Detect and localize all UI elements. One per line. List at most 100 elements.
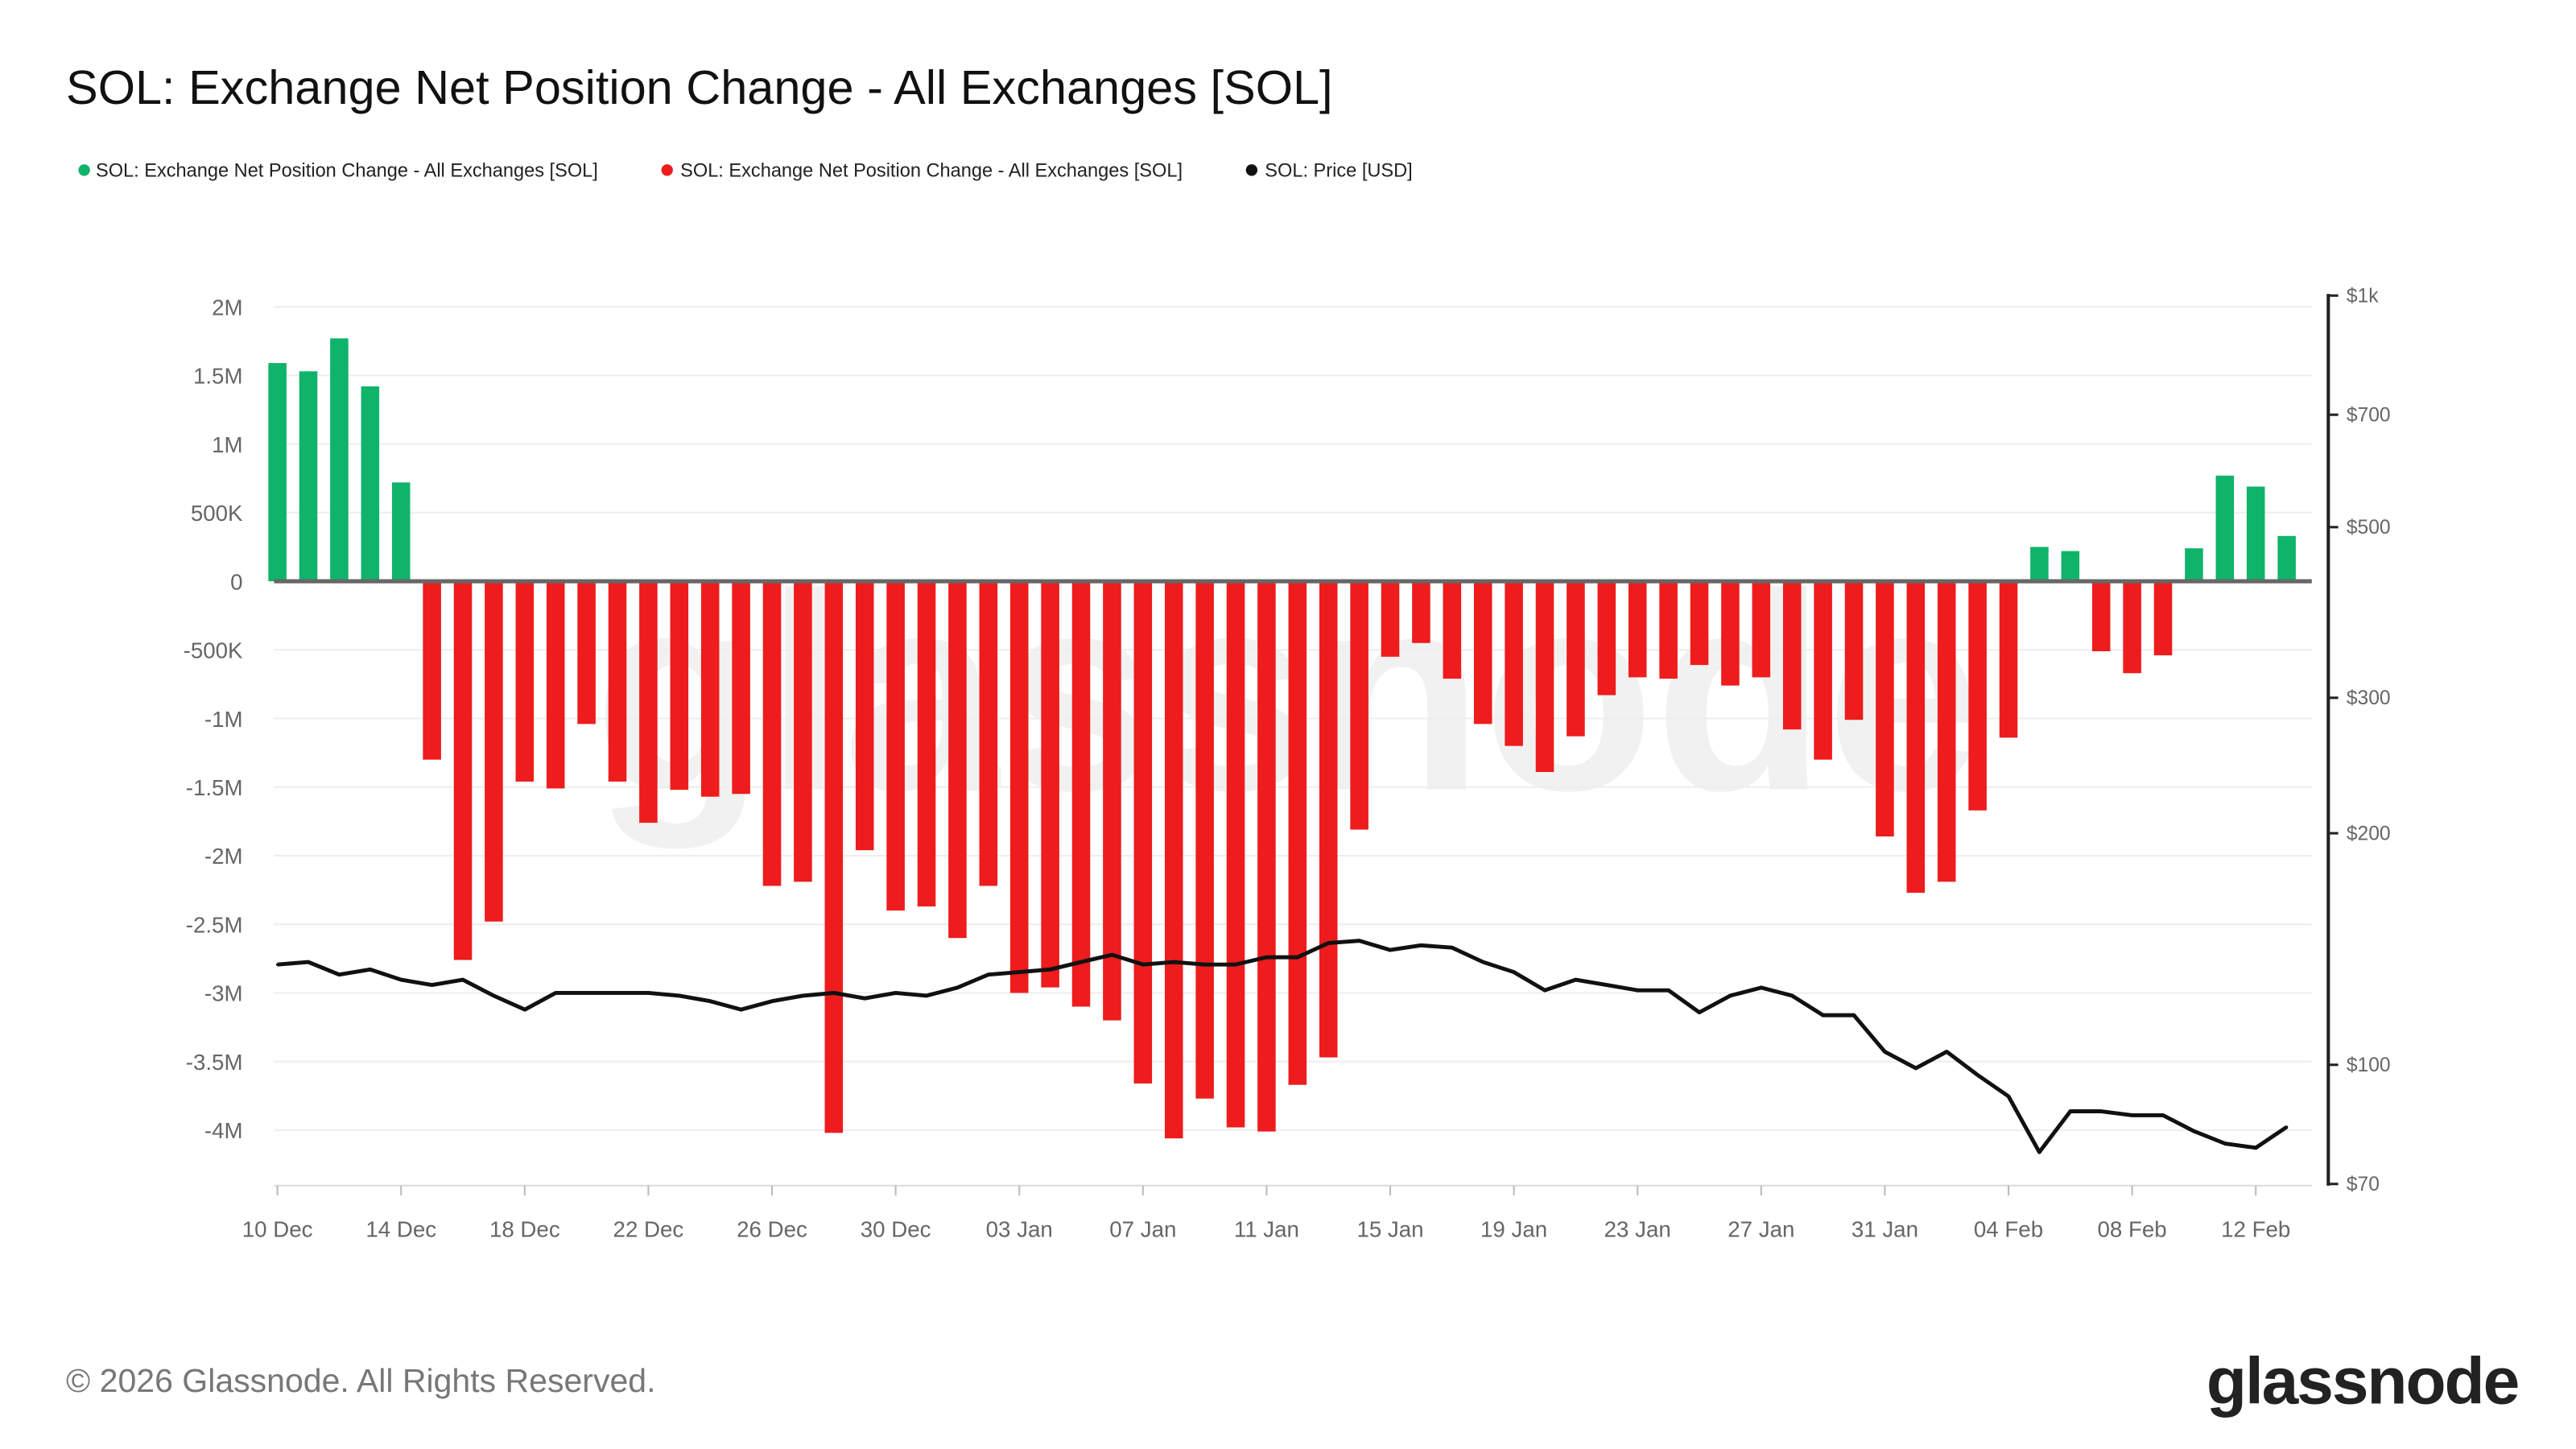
- price-point: [337, 973, 341, 976]
- x-tick-label: 30 Dec: [861, 1216, 931, 1241]
- price-point: [987, 973, 990, 976]
- price-point: [1141, 963, 1145, 966]
- bar-negative: [1473, 581, 1492, 724]
- bar-negative: [1659, 581, 1678, 679]
- price-point: [894, 991, 898, 995]
- price-point: [1389, 948, 1392, 952]
- bar-negative: [1597, 581, 1616, 696]
- y-tick-label: -4M: [204, 1118, 243, 1143]
- bar-negative: [1721, 581, 1740, 686]
- bar-negative: [1968, 581, 1987, 811]
- y-tick-label: -500K: [184, 638, 243, 663]
- right-tick-label: $500: [2347, 517, 2391, 539]
- bar-positive: [268, 363, 287, 582]
- bar-negative: [577, 581, 596, 724]
- price-point: [1048, 968, 1052, 972]
- bar-negative: [1535, 581, 1554, 772]
- price-point: [492, 994, 496, 997]
- right-tick-label: $70: [2347, 1174, 2380, 1195]
- x-tick-label: 11 Jan: [1234, 1216, 1299, 1241]
- legend-label-price[interactable]: SOL: Price [USD]: [1265, 159, 1412, 180]
- bar-negative: [917, 581, 936, 907]
- price-point: [461, 978, 464, 981]
- price-point: [1543, 989, 1546, 992]
- legend-marker-positive: [78, 164, 90, 176]
- price-point: [1172, 960, 1175, 964]
- price-point: [1265, 956, 1269, 959]
- bar-negative: [979, 581, 998, 886]
- price-point: [1883, 1050, 1887, 1054]
- price-point: [2007, 1095, 2010, 1098]
- bar-positive: [2185, 548, 2203, 582]
- right-tick-label: $300: [2347, 687, 2391, 709]
- price-point: [1110, 953, 1114, 956]
- bar-negative: [700, 581, 720, 797]
- bar-negative: [1782, 581, 1802, 730]
- price-point: [1914, 1067, 1918, 1070]
- bar-negative: [1505, 581, 1523, 746]
- x-tick-label: 18 Dec: [489, 1216, 560, 1241]
- y-tick-label: -3M: [204, 981, 243, 1006]
- bar-negative: [1628, 581, 1647, 678]
- bar-negative: [639, 581, 658, 824]
- y-tick-label: 500K: [191, 501, 243, 526]
- y-tick-label: -1M: [204, 707, 243, 732]
- bar-negative: [423, 581, 441, 760]
- bar-negative: [1103, 581, 1121, 1021]
- price-point: [2192, 1129, 2196, 1133]
- legend-label-positive[interactable]: SOL: Exchange Net Position Change - All …: [96, 159, 598, 180]
- bar-negative: [1133, 581, 1153, 1084]
- bar-negative: [762, 581, 782, 886]
- y-tick-label: 2M: [212, 295, 242, 320]
- price-point: [369, 968, 372, 972]
- price-point: [2223, 1141, 2227, 1146]
- price-point: [1512, 970, 1516, 974]
- price-point: [1451, 946, 1454, 949]
- x-tick-label: 04 Feb: [1974, 1216, 2043, 1241]
- bar-negative: [1381, 581, 1400, 657]
- bar-negative: [1876, 581, 1894, 837]
- x-tick-label: 27 Jan: [1728, 1216, 1794, 1241]
- price-point: [1018, 970, 1021, 974]
- legend-label-negative[interactable]: SOL: Exchange Net Position Change - All …: [680, 159, 1183, 180]
- right-axis: $1k $700 $500 $300 $200 $100 $70: [2328, 285, 2391, 1195]
- y-tick-label: -1.5M: [186, 775, 243, 800]
- y-tick-label: 1.5M: [193, 364, 243, 389]
- bar-negative: [515, 581, 535, 782]
- y-tick-label: 0: [230, 569, 242, 594]
- copyright: © 2026 Glassnode. All Rights Reserved.: [66, 1362, 655, 1399]
- bar-negative: [1752, 581, 1771, 678]
- bar-negative: [794, 581, 812, 882]
- bar-positive: [2277, 535, 2296, 582]
- bar-negative: [2153, 581, 2173, 656]
- bar-negative: [948, 581, 967, 939]
- x-axis: 10 Dec 14 Dec 18 Dec 22 Dec 26 Dec 30 Dec 03 J…: [242, 1185, 2290, 1241]
- price-point: [678, 994, 681, 997]
- y-tick-label: -2M: [204, 844, 243, 869]
- price-point: [2161, 1113, 2165, 1117]
- bar-negative: [732, 581, 750, 795]
- bar-negative: [1999, 581, 2018, 738]
- x-tick-label: 15 Jan: [1356, 1216, 1423, 1241]
- price-point: [708, 1000, 712, 1003]
- price-point: [1357, 939, 1361, 943]
- bar-positive: [2030, 547, 2049, 582]
- price-point: [1419, 943, 1423, 947]
- bar-negative: [1164, 581, 1183, 1139]
- x-tick-label: 10 Dec: [242, 1216, 313, 1241]
- price-point: [1296, 956, 1299, 959]
- price-point: [2254, 1146, 2257, 1150]
- price-point: [275, 963, 279, 966]
- price-point: [646, 991, 650, 995]
- bar-negative: [1443, 581, 1462, 679]
- price-point: [584, 991, 588, 995]
- price-point: [956, 986, 960, 989]
- x-tick-label: 19 Jan: [1480, 1216, 1547, 1241]
- price-point: [2285, 1125, 2289, 1129]
- price-point: [925, 994, 928, 997]
- bar-negative: [608, 581, 627, 782]
- price-point: [2130, 1113, 2134, 1117]
- price-points: [275, 939, 2289, 1154]
- x-tick-label: 14 Dec: [365, 1216, 436, 1241]
- price-point: [616, 991, 619, 995]
